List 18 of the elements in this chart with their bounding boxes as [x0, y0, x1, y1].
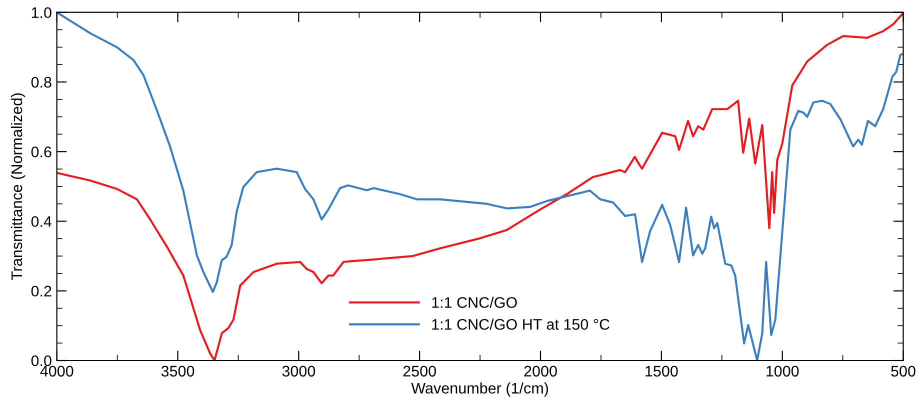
y-tick-label: 0.4 — [31, 216, 52, 227]
x-tick-label: 1000 — [766, 366, 799, 377]
x-tick-label: 2500 — [403, 366, 436, 377]
y-axis-title: Transmittance (Normalized) — [10, 93, 26, 280]
x-axis-title: Wavenumber (1/cm) — [411, 382, 548, 397]
x-tick-label: 1500 — [646, 366, 678, 377]
x-tick-label: 3500 — [161, 366, 194, 377]
y-tick-label: 1.0 — [32, 7, 52, 18]
legend-label: 1:1 CNC/GO HT at 150 °C — [432, 318, 610, 330]
x-tick-label: 3000 — [282, 366, 316, 377]
y-tick-label: 0.8 — [31, 76, 52, 88]
x-tick-label: 4000 — [40, 366, 74, 377]
x-tick-label: 500 — [891, 366, 916, 377]
legend-label: 1:1 CNC/GO — [432, 296, 517, 308]
x-tick-label: 2000 — [524, 366, 557, 377]
y-tick-label: 0.6 — [31, 146, 52, 158]
y-tick-label: 0.2 — [31, 286, 52, 297]
y-tick-label: 0.0 — [31, 355, 52, 366]
